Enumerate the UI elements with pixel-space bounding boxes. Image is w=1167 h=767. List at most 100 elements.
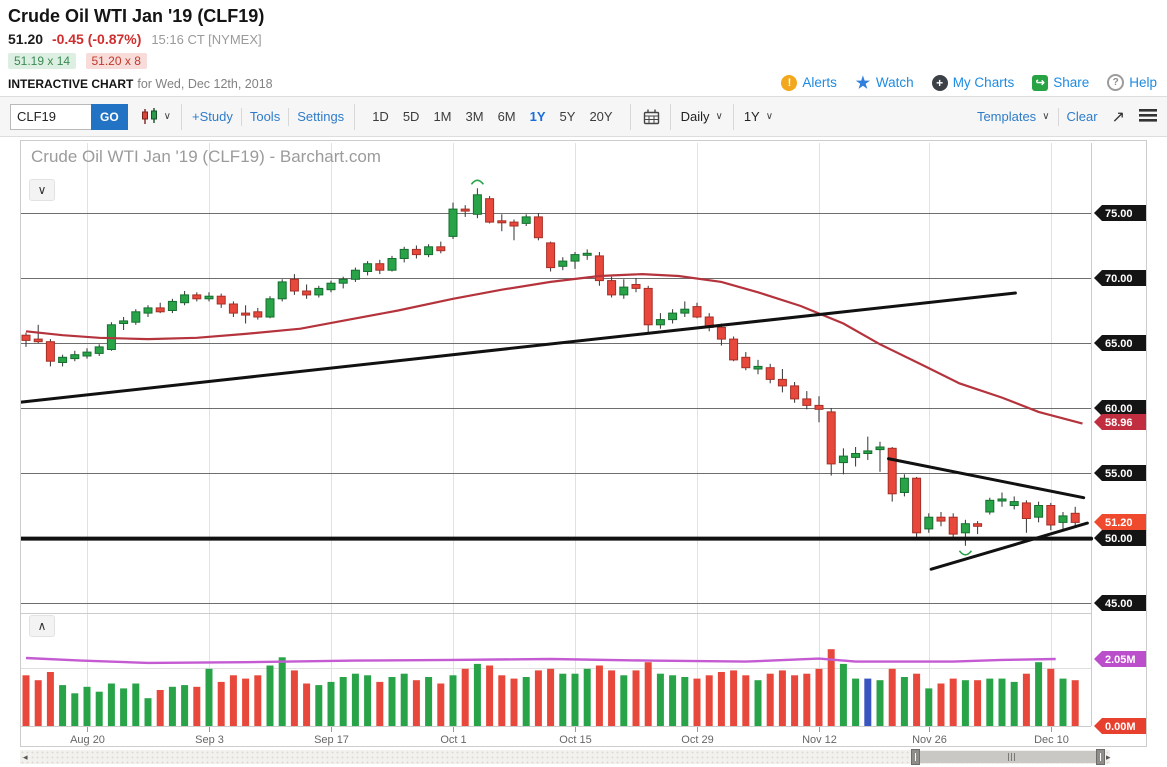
- share-icon: ↪: [1032, 74, 1049, 91]
- templates-dropdown[interactable]: Templates ∨: [977, 109, 1050, 124]
- candlestick: [765, 367, 775, 380]
- candlestick: [411, 248, 421, 256]
- bid-ask-row: 51.19 x 14 51.20 x 8: [8, 52, 273, 70]
- go-button[interactable]: GO: [91, 103, 128, 130]
- scrollbar-right-grip[interactable]: [1096, 749, 1105, 765]
- volume-bar: [876, 680, 884, 726]
- share-link[interactable]: ↪ Share: [1032, 74, 1089, 91]
- candlestick: [436, 246, 446, 252]
- candlestick: [655, 319, 665, 326]
- scrollbar-handle[interactable]: [911, 749, 1105, 765]
- help-link[interactable]: ? Help: [1107, 74, 1157, 91]
- range-5y[interactable]: 5Y: [559, 109, 576, 124]
- templates-label: Templates: [976, 109, 1037, 124]
- calendar-button[interactable]: [643, 109, 660, 125]
- range-dropdown-value: 1Y: [743, 109, 760, 124]
- add-study-button[interactable]: +Study: [192, 109, 233, 124]
- chart-scrollbar[interactable]: ◂ ▸: [20, 749, 1111, 765]
- candlestick: [997, 498, 1007, 502]
- chart-type-button[interactable]: ∨: [140, 108, 171, 125]
- clear-button[interactable]: Clear: [1066, 109, 1098, 124]
- price-chart[interactable]: Aug 20 Sep 3 Sep 17 Oct 1 Oct 15 Oct 29 Nov 12…: [21, 141, 1146, 746]
- frequency-value: Daily: [680, 109, 710, 124]
- candlestick: [741, 356, 751, 369]
- candlestick: [131, 311, 141, 323]
- volume-bar: [1022, 673, 1030, 726]
- candlestick: [948, 516, 958, 535]
- price-axis-label-tag: [1094, 595, 1146, 611]
- candlestick: [1058, 515, 1068, 523]
- trendline-triangle-upper: [887, 457, 1086, 500]
- my-charts-link[interactable]: + My Charts: [931, 74, 1014, 91]
- candlestick: [777, 378, 787, 387]
- candlestick: [33, 338, 43, 343]
- candlestick: [228, 303, 238, 314]
- candlestick: [1009, 501, 1019, 507]
- candlestick: [70, 354, 80, 360]
- price-moving-average-line: [25, 272, 1083, 425]
- scrollbar-left-grip[interactable]: [911, 749, 920, 765]
- volume-bar: [254, 675, 262, 726]
- volume-bar: [144, 698, 152, 726]
- candlestick: [1070, 512, 1080, 523]
- plus-circle-icon: +: [931, 74, 948, 91]
- frequency-dropdown[interactable]: Daily ∨: [681, 109, 723, 124]
- expand-volume-panel-button[interactable]: ∧: [29, 615, 55, 637]
- price-axis-label: 75.00: [1105, 208, 1133, 220]
- price-axis-label: 65.00: [1105, 338, 1133, 350]
- volume-bar: [205, 668, 213, 726]
- candlestick: [558, 260, 568, 267]
- price-axis-label-tag: [1094, 400, 1146, 416]
- candlestick: [1034, 505, 1044, 518]
- candlestick: [570, 254, 580, 262]
- volume-bar: [290, 670, 298, 726]
- tools-button[interactable]: Tools: [249, 109, 281, 124]
- section-row: INTERACTIVE CHART for Wed, Dec 12th, 2018: [8, 77, 273, 91]
- candlestick: [692, 306, 702, 318]
- candlestick: [521, 216, 531, 224]
- calendar-icon: [643, 109, 659, 124]
- scroll-left-icon[interactable]: ◂: [23, 752, 28, 762]
- pop-out-icon[interactable]: ↗: [1111, 108, 1125, 126]
- price-axis-label: 60.00: [1105, 403, 1133, 415]
- settings-button[interactable]: Settings: [297, 109, 345, 124]
- range-1y-active[interactable]: 1Y: [529, 109, 546, 124]
- range-1m[interactable]: 1M: [433, 109, 452, 124]
- volume-bar: [559, 673, 567, 726]
- volume-bar: [71, 693, 79, 726]
- volume-bar: [900, 677, 908, 726]
- candlestick: [960, 523, 970, 534]
- candlestick: [472, 194, 482, 215]
- scroll-right-icon[interactable]: ▸: [1106, 752, 1111, 762]
- range-1d[interactable]: 1D: [372, 109, 389, 124]
- range-dropdown[interactable]: 1Y ∨: [744, 109, 773, 124]
- candlestick: [826, 411, 836, 465]
- chevron-down-icon: ∨: [163, 111, 171, 122]
- volume-bar: [400, 673, 408, 726]
- watch-link[interactable]: ★ Watch: [855, 75, 914, 92]
- volume-bar: [742, 675, 750, 726]
- candlestick: [985, 499, 995, 513]
- volume-bar: [888, 668, 896, 726]
- volume-bar: [278, 657, 286, 726]
- candlestick: [594, 255, 604, 282]
- symbol-input[interactable]: [10, 103, 92, 130]
- range-5d[interactable]: 5D: [402, 109, 420, 124]
- candlestick: [863, 450, 873, 454]
- candlestick: [204, 295, 214, 300]
- candlestick: [668, 312, 678, 321]
- price-axis-label: 55.00: [1105, 468, 1133, 480]
- alerts-link[interactable]: ! Alerts: [781, 74, 837, 91]
- candlestick: [350, 269, 360, 280]
- collapse-price-panel-button[interactable]: ∨: [29, 179, 55, 201]
- range-6m[interactable]: 6M: [497, 109, 516, 124]
- menu-icon[interactable]: [1139, 108, 1157, 125]
- candlestick: [399, 248, 409, 260]
- range-20y[interactable]: 20Y: [589, 109, 613, 124]
- range-3m[interactable]: 3M: [465, 109, 484, 124]
- toolbar-separator: [288, 107, 290, 126]
- candlestick-chart-icon: [141, 108, 157, 124]
- price-axis-label: 50.00: [1105, 533, 1133, 545]
- page-title: Crude Oil WTI Jan '19 (CLF19): [8, 6, 265, 26]
- candlestick: [289, 278, 299, 292]
